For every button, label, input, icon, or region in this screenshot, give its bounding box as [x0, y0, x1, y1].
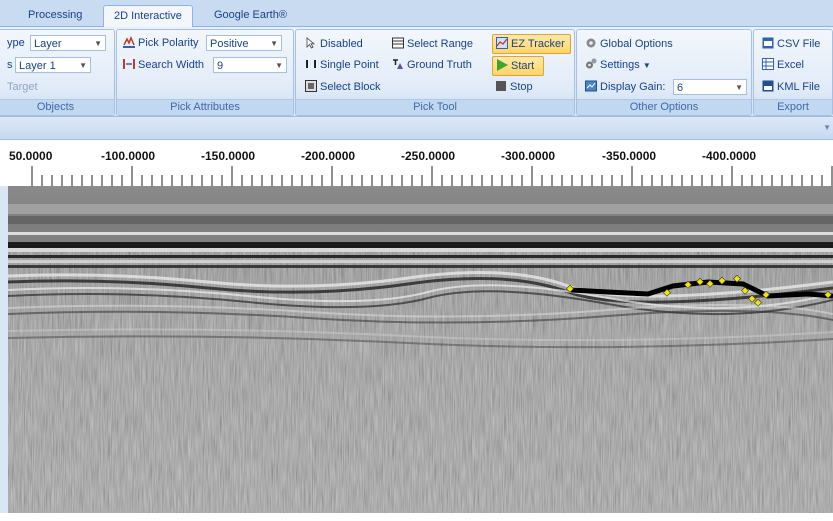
chevron-down-icon: ▼	[79, 61, 87, 70]
layer-label: s	[7, 59, 13, 71]
search-width-value: 9	[217, 60, 224, 72]
ribbon: ype Layer ▼ s Layer 1 ▼ Target Objects P…	[0, 27, 833, 116]
chevron-down-icon: ▼	[642, 61, 651, 70]
ruler-label: -350.0000	[602, 149, 657, 163]
export-kml-button[interactable]: KML File	[762, 78, 820, 96]
export-csv-button[interactable]: CSV File	[762, 35, 820, 53]
stop-icon	[496, 81, 506, 91]
start-button[interactable]: Start	[492, 56, 544, 76]
csv-file-icon	[762, 37, 774, 49]
ground-truth-icon	[393, 59, 403, 69]
type-dropdown[interactable]: Layer ▼	[30, 35, 106, 51]
distance-ruler: 50.0000 -100.0000 -150.0000 -200.0000 -2…	[0, 140, 833, 186]
polarity-icon	[123, 36, 135, 48]
ruler-label: 50.0000	[9, 149, 53, 163]
cursor-icon	[306, 37, 316, 49]
chevron-down-icon: ▼	[735, 83, 743, 92]
type-value: Layer	[34, 38, 62, 50]
pick-polarity-label: Pick Polarity	[123, 34, 199, 52]
chevron-down-icon: ▼	[275, 61, 283, 70]
search-width-icon	[123, 59, 135, 69]
pick-polarity-dropdown[interactable]: Positive ▼	[206, 35, 282, 51]
collapse-ribbon-icon[interactable]: ▼	[823, 123, 831, 132]
group-label-objects: Objects	[0, 99, 114, 115]
group-other-options: Global Options Settings ▼ Display Gain: …	[576, 29, 752, 116]
ruler-label: -150.0000	[201, 149, 256, 163]
disabled-button[interactable]: Disabled	[305, 35, 363, 53]
kml-file-icon	[762, 80, 774, 92]
radargram-canvas[interactable]	[8, 186, 833, 513]
ribbon-tab-bar: Processing 2D Interactive Google Earth®	[0, 0, 833, 27]
single-point-button[interactable]: Single Point	[305, 56, 379, 74]
select-range-button[interactable]: Select Range	[392, 35, 473, 53]
tab-google-earth[interactable]: Google Earth®	[214, 9, 287, 21]
status-gap	[0, 513, 833, 521]
single-point-icon	[306, 60, 316, 68]
ruler-label: -300.0000	[501, 149, 556, 163]
tab-processing[interactable]: Processing	[28, 9, 83, 21]
gear-icon	[586, 38, 596, 48]
group-pick-tool: Disabled Select Range Single Point Groun…	[295, 29, 575, 116]
ruler-label: -250.0000	[401, 149, 456, 163]
layer-dropdown[interactable]: Layer 1 ▼	[15, 57, 91, 73]
group-pick-attributes: Pick Polarity Positive ▼ Search Width 9 …	[116, 29, 294, 116]
ez-tracker-button[interactable]: EZ Tracker	[492, 34, 571, 54]
display-gain-dropdown[interactable]: 6 ▼	[673, 79, 747, 95]
group-label-export: Export	[754, 99, 832, 115]
tab-2d-interactive[interactable]: 2D Interactive	[103, 5, 193, 27]
ground-truth-button[interactable]: Ground Truth	[392, 56, 472, 74]
export-excel-button[interactable]: Excel	[762, 56, 804, 74]
display-gain-icon	[585, 80, 597, 92]
search-width-dropdown[interactable]: 9 ▼	[213, 57, 287, 73]
ruler-label: -100.0000	[101, 149, 156, 163]
layer-value: Layer 1	[19, 60, 56, 72]
display-gain-label: Display Gain:	[585, 78, 665, 96]
type-label: ype	[7, 37, 25, 49]
select-block-icon	[305, 80, 317, 92]
play-icon	[497, 59, 508, 71]
chevron-down-icon: ▼	[94, 39, 102, 48]
select-block-button[interactable]: Select Block	[305, 78, 381, 96]
settings-button[interactable]: Settings ▼	[585, 56, 651, 74]
group-label-pick-tool: Pick Tool	[296, 99, 574, 115]
chevron-down-icon: ▼	[270, 39, 278, 48]
target-button[interactable]: Target	[7, 81, 38, 93]
group-export: CSV File Excel KML File Export	[753, 29, 833, 116]
select-range-icon	[392, 37, 404, 49]
pick-polarity-value: Positive	[210, 38, 249, 50]
group-label-other-options: Other Options	[577, 99, 751, 115]
ruler-label: -200.0000	[301, 149, 356, 163]
ribbon-collapse-strip: ▼	[0, 116, 833, 140]
ruler-ticks	[31, 166, 833, 186]
pick-markers	[566, 274, 832, 307]
ez-tracker-icon	[496, 37, 508, 49]
ruler-label: -400.0000	[702, 149, 757, 163]
group-objects: ype Layer ▼ s Layer 1 ▼ Target Objects	[0, 29, 115, 116]
group-label-pick-attributes: Pick Attributes	[117, 99, 293, 115]
gear-icon	[586, 58, 597, 69]
global-options-button[interactable]: Global Options	[585, 35, 673, 53]
search-width-label: Search Width	[123, 56, 204, 74]
stop-button[interactable]: Stop	[495, 78, 533, 96]
display-gain-value: 6	[677, 82, 684, 94]
excel-icon	[762, 58, 774, 70]
